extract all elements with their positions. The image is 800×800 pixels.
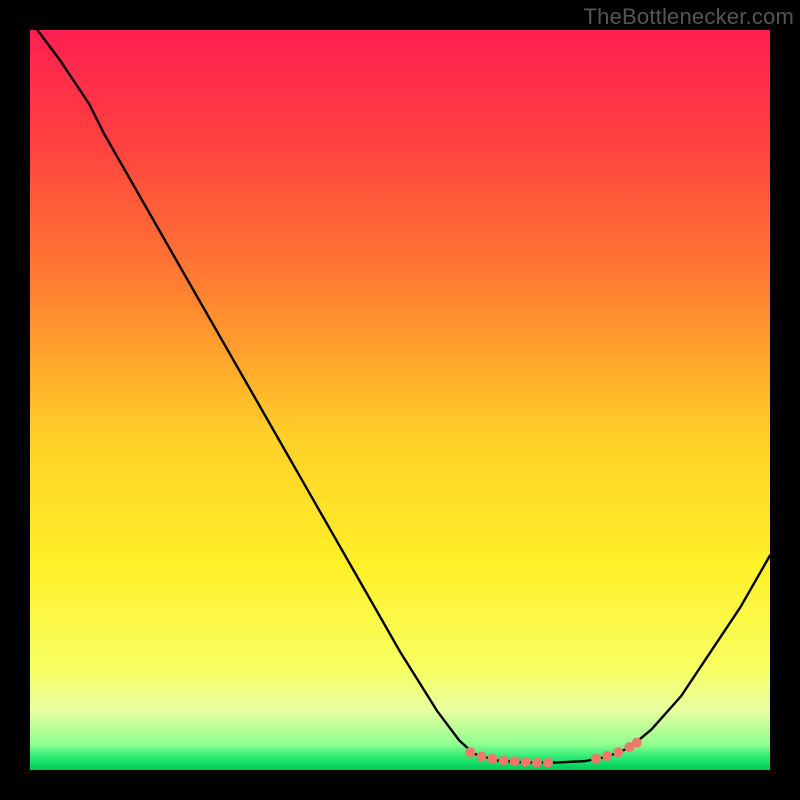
optimal-marker (488, 754, 498, 764)
chart-container: TheBottlenecker.com (0, 0, 800, 800)
plot-area (30, 30, 770, 770)
optimal-marker (602, 751, 612, 761)
branding-text: TheBottlenecker.com (584, 4, 794, 30)
optimal-marker (510, 756, 520, 766)
chart-svg (30, 30, 770, 770)
optimal-marker (532, 758, 542, 768)
optimal-marker (476, 752, 486, 762)
optimal-marker (499, 755, 509, 765)
optimal-marker (613, 747, 623, 757)
optimal-marker (543, 758, 553, 768)
optimal-marker (465, 747, 475, 757)
bottleneck-curve (37, 30, 770, 763)
optimal-marker (591, 754, 601, 764)
optimal-marker (632, 738, 642, 748)
optimal-marker (521, 757, 531, 767)
